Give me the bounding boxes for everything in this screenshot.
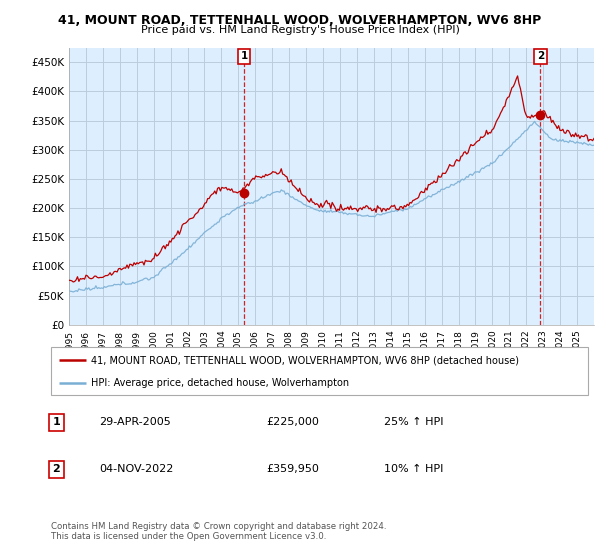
Text: 04-NOV-2022: 04-NOV-2022 bbox=[100, 464, 174, 474]
Text: HPI: Average price, detached house, Wolverhampton: HPI: Average price, detached house, Wolv… bbox=[91, 378, 349, 388]
Text: £225,000: £225,000 bbox=[266, 417, 319, 427]
Text: Price paid vs. HM Land Registry's House Price Index (HPI): Price paid vs. HM Land Registry's House … bbox=[140, 25, 460, 35]
Text: 41, MOUNT ROAD, TETTENHALL WOOD, WOLVERHAMPTON, WV6 8HP (detached house): 41, MOUNT ROAD, TETTENHALL WOOD, WOLVERH… bbox=[91, 355, 519, 365]
Text: 1: 1 bbox=[241, 52, 248, 62]
Text: 2: 2 bbox=[52, 464, 60, 474]
Text: 10% ↑ HPI: 10% ↑ HPI bbox=[384, 464, 443, 474]
Text: 25% ↑ HPI: 25% ↑ HPI bbox=[384, 417, 443, 427]
Text: 29-APR-2005: 29-APR-2005 bbox=[100, 417, 171, 427]
Text: Contains HM Land Registry data © Crown copyright and database right 2024.
This d: Contains HM Land Registry data © Crown c… bbox=[51, 522, 386, 542]
Text: 1: 1 bbox=[52, 417, 60, 427]
Text: £359,950: £359,950 bbox=[266, 464, 319, 474]
Text: 41, MOUNT ROAD, TETTENHALL WOOD, WOLVERHAMPTON, WV6 8HP: 41, MOUNT ROAD, TETTENHALL WOOD, WOLVERH… bbox=[58, 14, 542, 27]
Text: 2: 2 bbox=[536, 52, 544, 62]
FancyBboxPatch shape bbox=[51, 347, 588, 395]
